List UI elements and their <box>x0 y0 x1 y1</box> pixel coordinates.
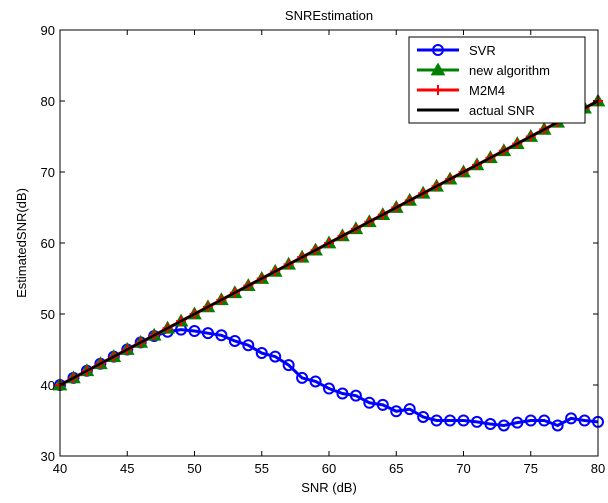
y-tick-label: 90 <box>41 23 55 38</box>
y-tick-label: 80 <box>41 94 55 109</box>
legend-item-m2m4: M2M4 <box>417 83 505 98</box>
x-axis-label: SNR (dB) <box>301 480 357 495</box>
x-tick-label: 40 <box>53 461 67 476</box>
legend-item-svr: SVR <box>417 43 496 58</box>
data-point-svr <box>201 327 214 340</box>
x-tick-label: 60 <box>322 461 336 476</box>
data-point-svr <box>470 415 483 428</box>
legend-swatch-marker <box>430 62 446 76</box>
data-point-svr <box>497 419 510 432</box>
data-point-svr <box>188 325 201 338</box>
legend-label: actual SNR <box>469 103 535 118</box>
y-tick-label: 70 <box>41 165 55 180</box>
data-point-svr <box>511 416 524 429</box>
data-point-svr <box>269 350 282 363</box>
legend-item-actual-snr: actual SNR <box>417 103 535 118</box>
data-point-svr <box>296 371 309 384</box>
x-tick-label: 45 <box>120 461 134 476</box>
data-point-svr <box>444 414 457 427</box>
data-point-svr <box>242 339 255 352</box>
data-point-svr <box>336 387 349 400</box>
x-tick-label: 55 <box>255 461 269 476</box>
data-point-svr <box>228 334 241 347</box>
data-point-svr <box>390 405 403 418</box>
data-point-svr <box>578 414 591 427</box>
series-line-actual-snr <box>59 99 599 387</box>
data-point-svr <box>457 414 470 427</box>
legend-label: SVR <box>469 43 496 58</box>
y-tick-label: 50 <box>41 307 55 322</box>
chart-title: SNREstimation <box>285 8 373 23</box>
data-point-svr <box>417 410 430 423</box>
plot-layer <box>52 93 606 432</box>
data-point-svr <box>323 382 335 395</box>
y-tick-label: 40 <box>41 378 55 393</box>
y-tick-label: 60 <box>41 236 55 251</box>
data-point-svr <box>363 396 376 409</box>
y-tick-label: 30 <box>41 449 55 464</box>
data-point-svr <box>255 347 268 360</box>
x-tick-label: 80 <box>591 461 605 476</box>
legend-swatch-marker <box>432 44 444 56</box>
legend-label: new algorithm <box>469 63 550 78</box>
data-point-svr <box>349 389 362 402</box>
data-point-svr <box>551 419 564 432</box>
legend: SVR new algorithm M2M4 actual SNR <box>408 36 586 124</box>
x-tick-label: 75 <box>524 461 538 476</box>
x-tick-label: 70 <box>456 461 470 476</box>
x-tick-label: 65 <box>389 461 403 476</box>
data-point-svr <box>524 414 537 427</box>
data-point-svr <box>484 418 497 431</box>
data-point-svr <box>309 375 322 388</box>
legend-item-new-algorithm: new algorithm <box>417 62 550 78</box>
data-point-svr <box>538 414 551 427</box>
y-axis-label: EstimatedSNR(dB) <box>14 188 29 298</box>
x-tick-label: 50 <box>187 461 201 476</box>
data-point-svr <box>282 359 295 372</box>
data-point-svr <box>565 412 578 425</box>
data-point-svr <box>403 403 416 416</box>
data-point-svr <box>215 329 228 342</box>
legend-label: M2M4 <box>469 83 505 98</box>
data-point-svr <box>376 398 389 411</box>
series-svr <box>54 323 604 432</box>
data-point-svr <box>430 414 443 427</box>
legend-swatch-marker <box>433 85 443 95</box>
series-actual-snr <box>59 99 599 387</box>
